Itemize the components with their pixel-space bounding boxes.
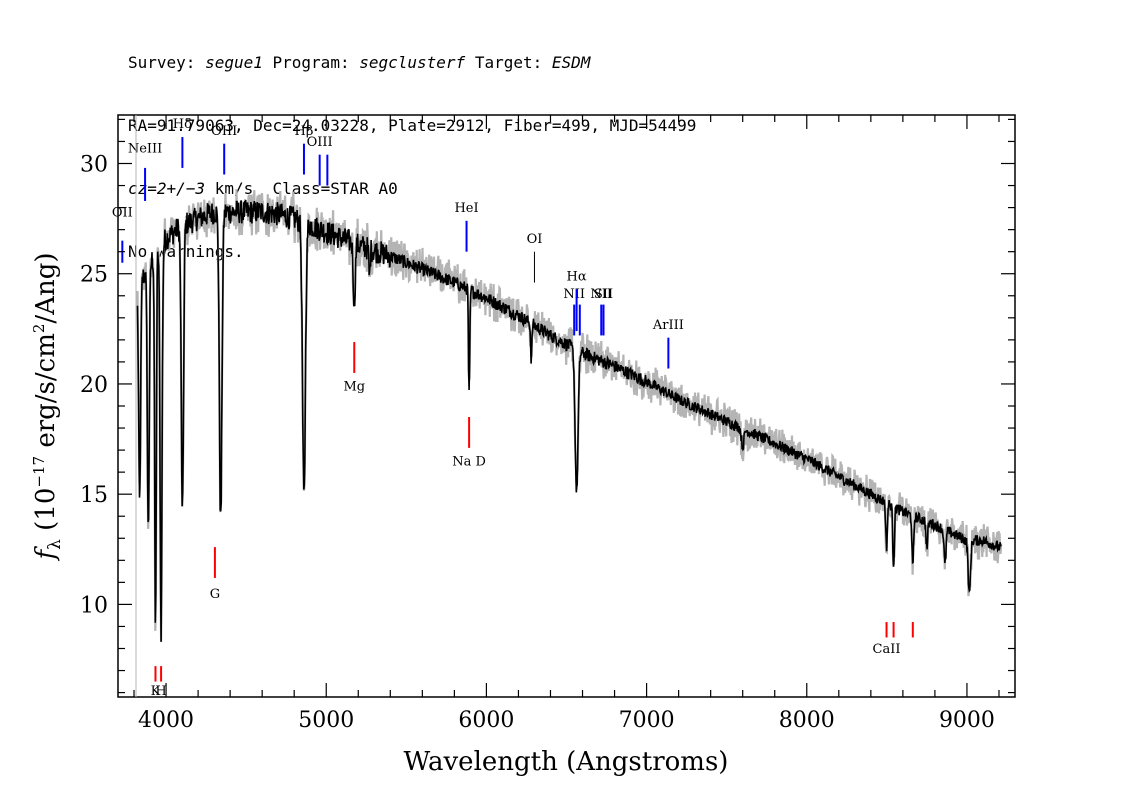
y-tick-label: 30 — [80, 153, 108, 178]
line-marker-label: NII — [563, 287, 585, 302]
line-marker-label: NII — [590, 287, 612, 302]
header-line-coordinates: RA=91.79063, Dec=24.03228, Plate=2912, F… — [128, 116, 697, 135]
target-label: Target: — [474, 53, 543, 72]
survey-label: Survey: — [128, 53, 196, 72]
line-marker-label: G — [210, 587, 220, 602]
line-marker-label: K — [151, 684, 161, 699]
line-marker-label: CaII — [873, 642, 901, 657]
line-marker-label: HeI — [454, 201, 478, 216]
header-line-warnings: No warnings. — [128, 242, 244, 261]
flux-spectrum — [136, 200, 1002, 642]
flux-spectrum-line — [136, 200, 1002, 642]
error-spectrum-line — [136, 189, 1003, 643]
x-tick-label: 6000 — [458, 708, 514, 733]
x-axis-title: Wavelength (Angstroms) — [404, 747, 729, 777]
y-tick-label: 10 — [80, 593, 108, 618]
line-marker-label: OIII — [307, 135, 333, 150]
line-marker-label: H — [155, 684, 166, 699]
line-marker-label: Hβ — [295, 124, 314, 139]
y-tick-label: 20 — [80, 373, 108, 398]
redshift-value: cz=2+/−3 — [128, 179, 206, 198]
spectrum-header: Survey: segue1 Program: segclusterf Targ… — [128, 10, 696, 283]
header-line-survey: Survey: segue1 Program: segclusterf Targ… — [128, 52, 696, 73]
x-tick-label: 7000 — [619, 708, 675, 733]
x-tick-label: 9000 — [939, 708, 995, 733]
line-marker-label: SII — [594, 287, 613, 302]
target-value: ESDM — [551, 53, 591, 72]
line-marker-label: NeIII — [128, 141, 162, 156]
x-tick-label: 4000 — [138, 708, 194, 733]
x-tick-label: 5000 — [298, 708, 354, 733]
line-marker-label: OII — [112, 205, 133, 220]
axes: 4000 5000 6000 7000 8000 9000 10 15 20 25 30 — [80, 115, 1015, 733]
line-marker-label: Mg — [343, 380, 365, 395]
survey-value: segue1 — [205, 53, 263, 72]
header-line-redshift: cz=2+/−3 km/s Class=STAR A0 — [128, 178, 696, 199]
line-marker-label: OIII — [211, 124, 237, 139]
error-band — [136, 189, 1003, 643]
line-marker-label: Hδ — [173, 117, 192, 132]
line-marker-label: Hα — [567, 269, 587, 284]
x-tick-label: 8000 — [779, 708, 835, 733]
y-tick-label: 25 — [80, 263, 108, 288]
classification-text: km/s Class=STAR A0 — [205, 179, 398, 198]
y-tick-label: 15 — [80, 483, 108, 508]
line-marker-label: OI — [527, 232, 543, 247]
program-label: Program: — [272, 53, 350, 72]
y-axis-title: fλ (10−17 erg/s/cm2/Ang) — [30, 253, 65, 562]
line-marker-label: ArIII — [652, 318, 684, 333]
line-marker-label: Na D — [452, 455, 486, 470]
program-value: segclusterf — [359, 53, 466, 72]
